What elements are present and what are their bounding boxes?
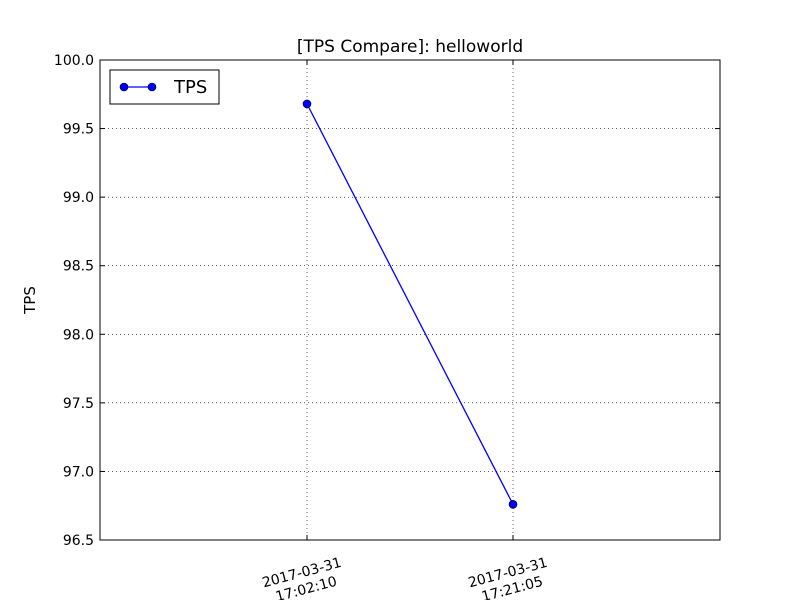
- y-tick-label: 99.5: [63, 122, 94, 138]
- tps-data-point[interactable]: [508, 500, 518, 509]
- legend-series-marker-right: [147, 82, 157, 92]
- legend-series-marker-left: [119, 82, 129, 92]
- y-tick-label: 97.0: [63, 464, 94, 480]
- y-tick-label: 97.5: [63, 396, 94, 412]
- y-tick-labels: 96.5 97.0 97.5 98.0 98.5 99.0 99.5 100.0: [54, 53, 94, 549]
- y-tick-label: 98.0: [63, 327, 94, 343]
- y-tick-label: 99.0: [63, 190, 94, 206]
- tps-series-points: [302, 99, 518, 509]
- chart-title: [TPS Compare]: helloworld: [297, 37, 523, 57]
- plot-area-border: [99, 59, 721, 541]
- y-tick-label: 100.0: [54, 53, 94, 69]
- legend[interactable]: TPS: [109, 69, 220, 105]
- grid-lines: [100, 60, 720, 540]
- y-tick-label: 98.5: [63, 259, 94, 275]
- y-tick-label: 96.5: [63, 533, 94, 549]
- tps-data-point[interactable]: [302, 99, 312, 109]
- series-layer: [302, 99, 518, 509]
- legend-series-label: TPS: [173, 77, 207, 98]
- y-axis-label: TPS: [21, 286, 39, 315]
- tps-series-line: [306, 103, 514, 505]
